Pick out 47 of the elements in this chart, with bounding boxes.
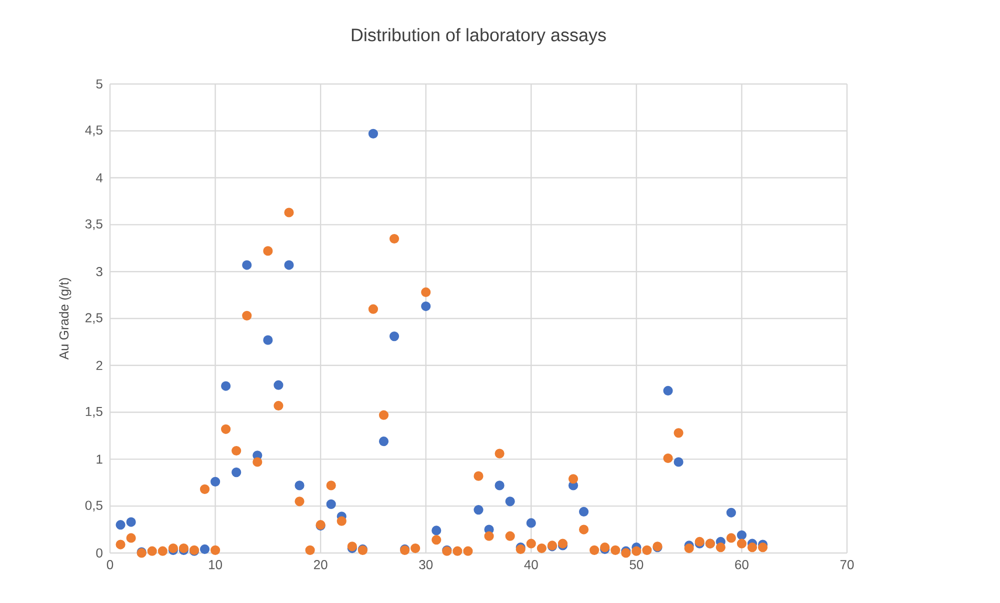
- y-tick-label: 1: [96, 454, 102, 464]
- x-tick-label: 70: [840, 560, 854, 570]
- point: [116, 520, 126, 530]
- y-tick-label: 0,5: [85, 500, 102, 512]
- point: [326, 499, 336, 510]
- x-tick-label: 30: [419, 560, 433, 570]
- point: [284, 260, 294, 270]
- y-tick-label: 5: [96, 79, 102, 89]
- point: [210, 476, 220, 486]
- x-tick-label: 20: [314, 560, 328, 570]
- point: [432, 526, 442, 536]
- point: [368, 128, 378, 138]
- point: [663, 386, 673, 396]
- point: [263, 335, 273, 345]
- y-tick-label: 3: [96, 266, 102, 276]
- y-tick-label: 4: [96, 173, 103, 182]
- point: [674, 457, 684, 467]
- point: [421, 301, 431, 312]
- chart-title: Distribution of laboratory assays: [352, 28, 606, 45]
- x-tick-label: 0: [106, 560, 114, 570]
- x-tick-label: 10: [209, 560, 222, 570]
- point: [526, 518, 536, 528]
- y-tick-label: 3,5: [85, 219, 102, 230]
- point: [232, 468, 242, 478]
- point: [578, 506, 589, 517]
- point: [505, 496, 515, 506]
- point: [736, 530, 747, 540]
- point: [294, 480, 304, 490]
- y-tick-label: 2,5: [86, 313, 102, 324]
- x-tick-label: 50: [630, 560, 644, 570]
- point: [726, 508, 736, 518]
- y-tick-label: 4,5: [85, 126, 102, 136]
- point: [378, 436, 389, 446]
- point: [126, 517, 136, 527]
- y-tick-label: 2: [96, 360, 102, 370]
- x-tick-label: 40: [524, 560, 538, 570]
- point: [474, 505, 484, 515]
- x-tick-label: 60: [735, 560, 748, 570]
- point: [389, 332, 400, 342]
- y-axis-title: Au Grade (g/t): [59, 278, 72, 360]
- point: [494, 480, 504, 490]
- point: [242, 260, 252, 270]
- point: [200, 544, 210, 554]
- point: [221, 381, 231, 391]
- y-tick-label: 1,5: [86, 406, 102, 418]
- y-tick-label: 0: [96, 548, 102, 558]
- point: [274, 380, 284, 390]
